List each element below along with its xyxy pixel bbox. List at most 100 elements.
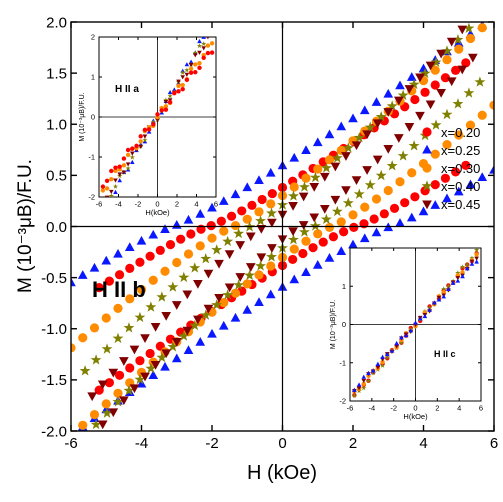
inset-point: [375, 365, 381, 370]
data-point: [309, 220, 321, 231]
data-point: [218, 320, 229, 330]
data-point: [342, 142, 354, 153]
data-point: [211, 299, 223, 310]
data-point: [230, 189, 241, 199]
data-point: [489, 164, 494, 174]
data-point: [430, 80, 440, 90]
inset-point: [184, 62, 190, 67]
data-point: [410, 94, 420, 105]
data-point: [383, 108, 394, 117]
data-point: [463, 22, 475, 33]
inset-point: [125, 152, 131, 158]
data-point: [140, 372, 150, 382]
data-point: [436, 88, 446, 98]
y-tick-label: 0.5: [46, 168, 67, 185]
data-point: [265, 167, 276, 177]
inset-point: [150, 119, 156, 125]
data-point: [289, 182, 299, 192]
data-point: [112, 396, 124, 407]
data-point: [123, 322, 135, 333]
y-tick-label: 2.0: [46, 14, 67, 31]
data-point: [397, 150, 409, 161]
data-point: [183, 249, 194, 259]
data-point: [389, 203, 400, 213]
data-point: [379, 209, 389, 219]
data-point: [90, 418, 102, 430]
data-point: [136, 284, 147, 295]
inset-h-parallel-a: -6 -4 -2 0 2 4 6 -2 -1 0 1 2 H(kOe) M (10⁻³μB)/F.U. H …: [79, 33, 218, 217]
data-point: [193, 315, 203, 325]
data-point: [418, 206, 429, 216]
inset-point: [146, 127, 152, 132]
data-point: [442, 55, 452, 65]
data-point: [320, 162, 332, 173]
data-point: [320, 213, 332, 224]
data-point: [200, 253, 212, 264]
data-point: [108, 408, 119, 418]
data-point: [266, 207, 277, 218]
y-tick-label: 1.0: [46, 117, 67, 134]
data-point: [195, 209, 206, 218]
data-point: [148, 229, 159, 239]
data-point: [353, 132, 365, 143]
data-point: [301, 173, 311, 183]
data-point: [457, 65, 468, 75]
data-point: [207, 328, 217, 338]
data-point: [400, 198, 410, 208]
x-tick-label: 0: [413, 404, 417, 413]
inset-point: [121, 170, 127, 175]
data-point: [136, 378, 147, 388]
data-point: [407, 168, 417, 178]
data-point: [145, 251, 155, 261]
data-point: [360, 202, 370, 212]
data-point: [230, 288, 241, 298]
data-point: [457, 25, 468, 35]
legend-label: x=0.40: [441, 179, 480, 194]
inset-point: [163, 107, 169, 112]
data-point: [415, 73, 425, 83]
data-point: [79, 365, 91, 376]
data-point: [224, 283, 235, 293]
data-point: [267, 244, 277, 253]
y-tick-label: -2: [339, 397, 346, 406]
data-point: [299, 226, 310, 237]
data-point: [235, 241, 246, 250]
data-point: [255, 260, 266, 271]
inset-point: [417, 316, 423, 321]
data-point: [145, 362, 157, 374]
inset-point: [366, 370, 371, 375]
data-point: [313, 164, 323, 174]
data-point: [233, 227, 245, 239]
data-point: [125, 294, 135, 304]
inset-point: [180, 69, 186, 75]
inset-point: [109, 168, 114, 174]
data-point: [167, 341, 179, 352]
inset-point: [380, 362, 386, 368]
inset-point: [172, 90, 177, 96]
data-point: [160, 224, 170, 234]
inset-point: [184, 67, 190, 73]
inset-point: [436, 297, 442, 302]
x-tick-label: 4: [419, 435, 427, 452]
data-point: [371, 227, 382, 237]
data-point: [230, 220, 241, 231]
inset-point: [361, 374, 367, 379]
data-point: [372, 155, 383, 165]
legend-label: x=0.30: [441, 161, 480, 176]
inset-point: [121, 163, 127, 168]
data-point: [134, 311, 146, 323]
data-point: [256, 253, 267, 263]
x-tick-label: -6: [96, 200, 103, 209]
data-point: [242, 214, 252, 224]
data-point: [319, 172, 330, 182]
data-point: [114, 270, 125, 280]
data-point: [324, 155, 335, 165]
data-point: [313, 229, 323, 239]
inset-point: [176, 79, 181, 84]
x-tick-label: 2: [349, 435, 357, 452]
data-point: [148, 370, 159, 380]
data-point: [383, 185, 393, 196]
inset-point: [104, 178, 110, 183]
data-point: [312, 260, 323, 269]
main-annotation: H II b: [92, 277, 146, 302]
